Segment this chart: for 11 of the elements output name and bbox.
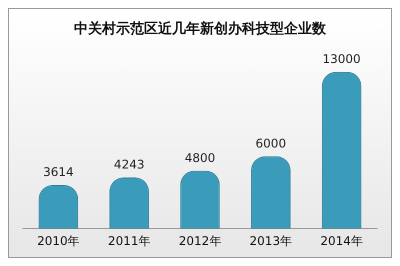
data-label: 4243	[114, 158, 144, 172]
x-tick-label: 2010年	[37, 234, 80, 248]
data-label: 13000	[322, 52, 361, 66]
x-tick-label: 2011年	[108, 234, 150, 248]
data-label: 3614	[43, 165, 74, 180]
x-tick-label: 2014年	[320, 234, 363, 248]
data-label: 4800	[184, 150, 216, 165]
x-tick-label: 2013年	[250, 234, 292, 248]
data-label: 6000	[256, 136, 286, 150]
x-tick-label: 2012年	[178, 234, 222, 248]
chart-title: 中关村示范区近几年新创办科技型企业数	[74, 20, 327, 38]
